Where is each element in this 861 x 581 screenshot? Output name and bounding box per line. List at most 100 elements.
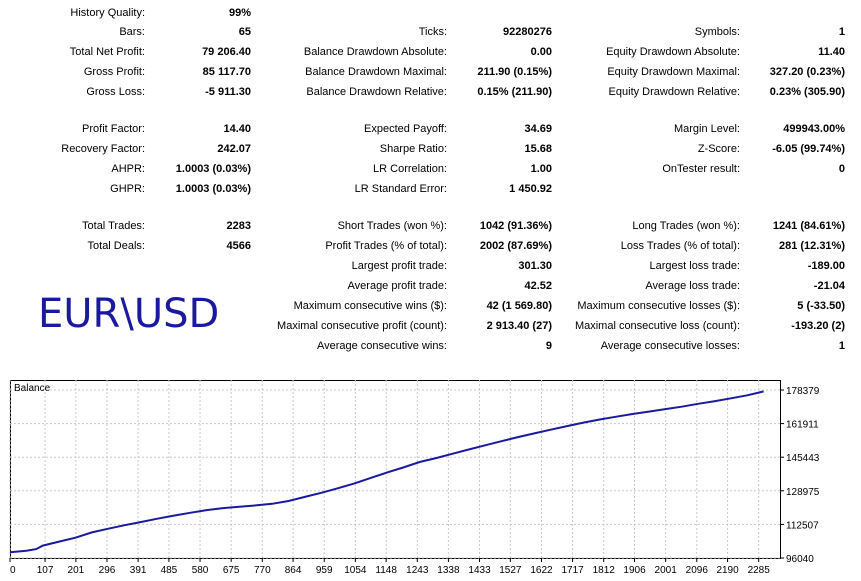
stat-value: 99% [228,7,251,19]
x-tick-label: 1812 [593,565,616,576]
stat-label: Long Trades (won %): [632,220,740,232]
stat-value: 2283 [226,220,251,232]
y-tick-label: 112507 [786,520,819,531]
x-tick-label: 770 [254,565,271,576]
stat-value: 15.68 [524,143,552,155]
stat-label: Symbols: [694,26,740,38]
x-tick-label: 864 [285,565,302,576]
stat-label: Expected Payoff: [364,123,447,135]
stat-label: Total Net Profit: [69,46,145,58]
stat-label: AHPR: [111,163,145,175]
stat-label: LR Standard Error: [354,183,447,195]
stat-label: Loss Trades (% of total): [620,240,740,252]
stat-value: -193.20 (2) [791,320,845,332]
stat-label: Maximal consecutive profit (count): [277,320,447,332]
x-tick-label: 1433 [468,565,491,576]
x-tick-label: 1054 [344,565,367,576]
chart-grid [9,380,780,559]
stat-value: 92280276 [503,26,552,38]
stat-value: 85 117.70 [202,66,251,78]
stat-value: 1.00 [530,163,552,175]
x-tick-label: 675 [223,565,240,576]
x-tick-label: 959 [316,565,333,576]
stat-value: 9 [545,340,552,352]
x-tick-label: 2190 [716,565,739,576]
stat-value: 42.52 [524,280,552,292]
stat-label: LR Correlation: [373,163,447,175]
x-tick-label: 391 [130,565,147,576]
stat-value: 2002 (87.69%) [479,240,552,252]
balance-line [9,390,764,554]
stat-value: 327.20 (0.23%) [769,66,845,78]
stat-value: 1241 (84.61%) [772,220,845,232]
y-tick-label: 145443 [786,453,820,464]
stat-label: History Quality: [70,7,145,19]
stat-label: Balance Drawdown Relative: [306,86,447,98]
stat-value: 1.0003 (0.03%) [175,183,251,195]
stat-label: Short Trades (won %): [337,220,447,232]
y-tick-label: 178379 [786,386,820,397]
stat-label: Balance Drawdown Absolute: [303,46,447,58]
stat-label: Maximal consecutive loss (count): [574,320,740,332]
y-axis-ticks: 178379 161911 145443 128975 112507 96040 [780,386,820,565]
stat-value: 1 [838,26,845,38]
y-tick-label: 161911 [786,420,819,431]
x-tick-label: 1622 [530,565,553,576]
y-tick-label: 96040 [786,554,814,565]
stat-value: -6.05 (99.74%) [772,143,845,155]
x-axis-ticks: 0 107 201 296 391 485 580 675 770 864 959 1054 1148 1… [9,558,771,576]
stat-value: 2 913.40 (27) [486,320,552,332]
stat-value: 1 [838,340,845,352]
stat-value: 14.40 [223,123,251,135]
stat-label: Maximum consecutive losses ($): [577,300,740,312]
stat-value: 1.0003 (0.03%) [175,163,251,175]
stat-label: Largest loss trade: [649,260,741,272]
stat-value: 34.69 [524,123,552,135]
x-tick-label: 1717 [561,565,584,576]
stat-value: 11.40 [818,46,845,58]
y-tick-label: 128975 [786,487,820,498]
x-tick-label: 201 [68,565,85,576]
stat-value: 301.30 [518,260,552,272]
stat-value: 5 (-33.50) [797,300,845,312]
stat-value: 211.90 (0.15%) [477,66,552,78]
stat-label: GHPR: [110,183,145,195]
stat-label: Gross Profit: [83,66,145,78]
stat-label: Gross Loss: [86,86,145,98]
stat-value: 281 (12.31%) [778,240,845,252]
stat-label: Equity Drawdown Maximal: [607,66,740,78]
x-tick-label: 296 [99,565,116,576]
x-tick-label: 1906 [623,565,646,576]
stat-label: Largest profit trade: [351,260,447,272]
stat-label: Maximum consecutive wins ($): [293,300,447,312]
stat-label: Profit Trades (% of total): [325,240,447,252]
x-tick-label: 107 [37,565,54,576]
stat-value: 1042 (91.36%) [479,220,552,232]
stat-label: Ticks: [418,26,447,38]
stat-value: 0.23% (305.90) [769,86,845,98]
stat-value: 499943.00% [783,123,845,135]
stat-value: -21.04 [813,280,845,292]
stat-label: Balance Drawdown Maximal: [305,66,447,78]
stat-value: 65 [238,26,251,38]
x-tick-label: 485 [161,565,178,576]
stat-value: -189.00 [807,260,845,272]
stat-value: 242.07 [217,143,251,155]
stat-label: Z-Score: [697,143,740,155]
x-tick-label: 1243 [406,565,429,576]
stat-label: Total Trades: [82,220,145,232]
x-tick-label: 1148 [375,565,397,576]
stat-label: Average loss trade: [645,280,740,292]
x-tick-label: 1338 [437,565,460,576]
x-tick-label: 2096 [686,565,709,576]
stat-value: -5 911.30 [205,86,251,98]
balance-chart: Balance 0 107 201 296 391 485 580 675 770 864 959 1… [9,380,820,576]
stat-value: 42 (1 569.80) [486,300,552,312]
stat-label: Bars: [119,26,145,38]
stat-value: 4566 [226,240,251,252]
stat-label: OnTester result: [662,163,740,175]
chart-title: Balance [14,383,51,394]
x-tick-label: 2285 [748,565,771,576]
stat-value: 1 450.92 [509,183,552,195]
symbol-logo: EUR\USD [38,291,220,337]
